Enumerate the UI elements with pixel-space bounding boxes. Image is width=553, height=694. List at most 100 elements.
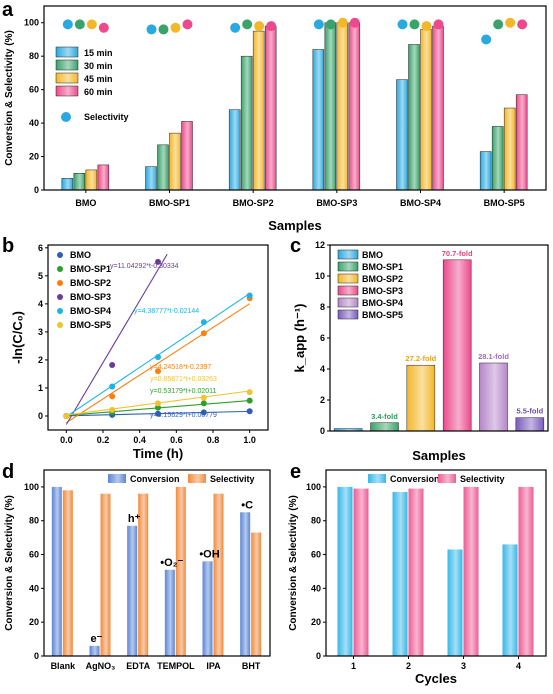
chart-b: 0 1 2 3 4 5 6 0.0 0.2 0.4 0.6 0.8 1.0 y=0.15629*t+0.0… — [10, 243, 269, 461]
fit-equation: y=4.38777*t-0.02144 — [134, 308, 199, 315]
selectivity-dot — [170, 22, 181, 33]
bar — [392, 491, 408, 656]
selectivity-dot — [146, 24, 157, 35]
data-point — [155, 354, 161, 361]
x-tick-label: AgNO₃ — [86, 661, 116, 671]
x-tick-label: BMO-SP4 — [400, 198, 441, 208]
fold-label: 5.5-fold — [516, 407, 543, 416]
x-tick-label: BHT — [242, 661, 261, 671]
selectivity-dot — [349, 17, 360, 28]
bar — [353, 488, 369, 656]
data-point — [109, 406, 116, 413]
species-label: •OH — [199, 548, 219, 560]
bar — [252, 30, 265, 191]
selectivity-dot — [517, 19, 528, 30]
legend-label: BMO — [362, 250, 383, 260]
species-label: e⁻ — [91, 633, 103, 645]
bar — [240, 512, 251, 656]
x-tick-label: 1.0 — [243, 435, 256, 445]
y-axis-label: Conversion & Selectivity (%) — [4, 495, 15, 631]
y-axis-label: Conversion & Selectivity (%) — [288, 495, 299, 631]
y-tick-label: 6 — [320, 333, 325, 343]
y-axis-label: k_app (h⁻¹) — [292, 304, 307, 373]
y-tick-label: 3 — [38, 327, 43, 337]
selectivity-dot — [505, 17, 516, 28]
legend-label: 30 min — [84, 61, 113, 71]
legend-label: BMO-SP1 — [70, 264, 111, 274]
data-point — [200, 394, 207, 401]
legend-dot — [61, 112, 71, 122]
x-tick-label: 3 — [461, 661, 466, 671]
y-tick-label: 6 — [38, 243, 43, 253]
y-tick-label: 0 — [316, 651, 321, 661]
legend-label: BMO-SP2 — [70, 278, 111, 288]
selectivity-dot — [86, 19, 97, 30]
data-point — [63, 412, 70, 419]
selectivity-dot — [74, 19, 85, 30]
x-tick-label: 2 — [406, 661, 411, 671]
legend-swatch — [337, 285, 359, 296]
selectivity-dot — [254, 21, 265, 32]
bar — [420, 29, 432, 191]
legend-dot — [57, 322, 63, 328]
bar — [61, 178, 74, 191]
chart-c: 0 2 4 6 8 10 12 3.4-fold 27.2-fold 70.7-fold 28.1-… — [292, 240, 549, 463]
legend-dot — [57, 294, 63, 300]
plot-frame — [329, 244, 549, 432]
legend-swatch — [337, 273, 359, 284]
y-tick-label: 80 — [311, 516, 321, 526]
legend-label: BMO — [70, 250, 91, 260]
selectivity-dot — [266, 21, 277, 32]
bar — [175, 486, 186, 656]
bar — [336, 22, 349, 191]
legend-label: BMO-SP1 — [362, 262, 403, 272]
y-tick-label: 40 — [29, 118, 39, 128]
data-point — [200, 400, 207, 407]
data-point — [109, 361, 116, 368]
bar — [251, 532, 262, 656]
plot-frame — [47, 244, 269, 431]
legend-swatch — [368, 474, 386, 483]
bar — [515, 417, 545, 432]
chart-d: 0 20 40 60 80 100 Blank e⁻ AgNO₃ h⁺ EDTA •O₂⁻ TEMPOL… — [4, 469, 271, 671]
selectivity-dot — [421, 21, 432, 32]
fit-equation: y=11.04292*t-0.30334 — [110, 263, 179, 270]
bar — [518, 486, 534, 656]
data-point — [155, 400, 161, 407]
y-tick-label: 4 — [320, 364, 325, 374]
bar — [62, 490, 73, 656]
selectivity-dot — [481, 34, 492, 45]
plot-frame — [43, 469, 271, 657]
x-tick-label: EDTA — [126, 661, 150, 671]
data-point — [155, 368, 161, 375]
data-point — [200, 330, 207, 337]
bar — [127, 525, 138, 656]
plot-frame — [325, 469, 547, 657]
legend-dot — [57, 308, 63, 314]
selectivity-dot — [397, 19, 408, 30]
legend-swatch — [55, 85, 79, 97]
y-tick-label: 0 — [34, 185, 39, 195]
y-tick-label: 0 — [34, 651, 39, 661]
data-point — [155, 404, 161, 411]
bar — [85, 169, 98, 191]
fold-label: 3.4-fold — [371, 412, 398, 421]
y-tick-label: 1 — [38, 383, 43, 393]
selectivity-dot — [409, 19, 420, 30]
x-tick-label: 4 — [516, 661, 521, 671]
y-tick-label: 2 — [38, 355, 43, 365]
x-tick-label: 0.2 — [97, 435, 110, 445]
y-tick-label: 10 — [315, 271, 325, 281]
selectivity-dot — [313, 19, 324, 30]
panel-letter: a — [2, 0, 14, 21]
y-tick-label: 20 — [29, 152, 39, 162]
legend-label: Conversion — [130, 474, 180, 484]
selectivity-dot — [98, 22, 109, 33]
y-tick-label: 100 — [24, 18, 39, 28]
x-tick-label: BMO-SP1 — [149, 198, 190, 208]
y-tick-label: 0 — [38, 411, 43, 421]
legend-label: BMO-SP3 — [362, 286, 403, 296]
bar — [240, 55, 253, 191]
bar — [89, 645, 100, 656]
y-tick-label: 60 — [311, 550, 321, 560]
